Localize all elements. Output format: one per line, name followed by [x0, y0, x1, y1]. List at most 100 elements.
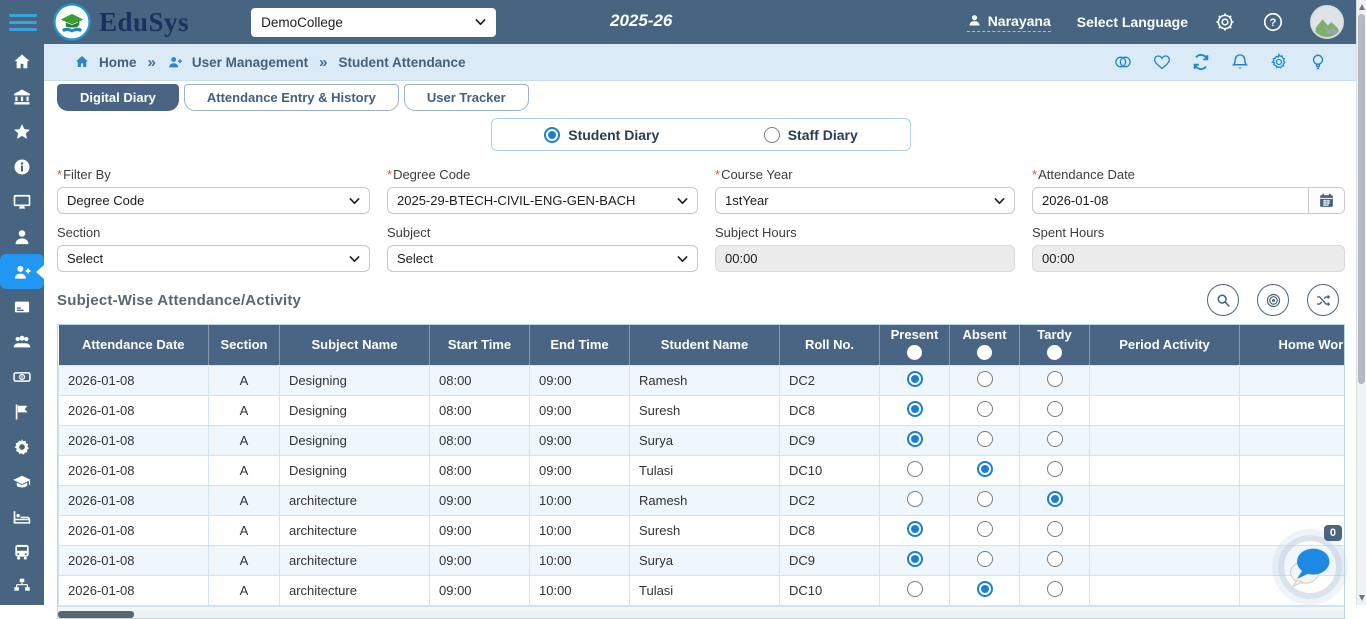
toggle-icon[interactable]	[1113, 52, 1133, 72]
absent-radio[interactable]	[977, 431, 993, 447]
tab-user-tracker[interactable]: User Tracker	[404, 84, 529, 111]
vertical-scrollbar-thumb[interactable]	[1358, 14, 1365, 384]
present-radio[interactable]	[907, 521, 923, 537]
cell-period-activity[interactable]	[1090, 545, 1240, 575]
present-radio[interactable]	[907, 461, 923, 477]
avatar[interactable]	[1310, 5, 1344, 39]
staff-diary-radio[interactable]	[764, 127, 780, 143]
sidebar-item-academics[interactable]	[0, 464, 44, 499]
breadcrumb-home[interactable]: Home	[99, 55, 137, 70]
sidebar-item-monitor[interactable]	[0, 184, 44, 219]
calendar-button[interactable]	[1308, 188, 1344, 213]
sidebar-item-info[interactable]	[0, 149, 44, 184]
cell-home-work[interactable]	[1240, 425, 1346, 455]
tardy-radio[interactable]	[1047, 401, 1063, 417]
tardy-radio[interactable]	[1047, 551, 1063, 567]
cell-period-activity[interactable]	[1090, 455, 1240, 485]
target-button[interactable]	[1257, 284, 1289, 316]
select-language-button[interactable]: Select Language	[1077, 14, 1188, 30]
user-menu[interactable]: Narayana	[967, 13, 1051, 32]
sidebar-item-settings[interactable]	[0, 429, 44, 464]
absent-radio[interactable]	[977, 491, 993, 507]
course-year-select[interactable]: 1stYear	[715, 187, 1015, 214]
tab-digital-diary[interactable]: Digital Diary	[57, 84, 179, 111]
refresh-icon[interactable]	[1191, 52, 1211, 72]
tardy-radio[interactable]	[1047, 581, 1063, 597]
filter-by-select[interactable]: Degree Code	[57, 187, 370, 214]
cell-period-activity[interactable]	[1090, 575, 1240, 605]
present-radio[interactable]	[907, 551, 923, 567]
present-radio[interactable]	[907, 581, 923, 597]
help-icon[interactable]: ?	[1262, 11, 1284, 33]
cell-period-activity[interactable]	[1090, 515, 1240, 545]
absent-radio[interactable]	[977, 551, 993, 567]
cell-home-work[interactable]	[1240, 395, 1346, 425]
degree-code-select[interactable]: 2025-29-BTECH-CIVIL-ENG-GEN-BACH	[387, 187, 698, 214]
cell-period-activity[interactable]	[1090, 425, 1240, 455]
breadcrumb-user-management[interactable]: User Management	[192, 55, 308, 70]
table-row: 2026-01-08 A Designing 08:00 09:00 Rames…	[59, 365, 1346, 395]
absent-radio[interactable]	[977, 371, 993, 387]
sidebar-item-hostel[interactable]	[0, 499, 44, 534]
sidebar-item-institution[interactable]	[0, 79, 44, 114]
absent-radio[interactable]	[977, 581, 993, 597]
college-selector[interactable]: DemoCollege	[251, 8, 496, 37]
search-button[interactable]	[1207, 284, 1239, 316]
tardy-radio[interactable]	[1047, 371, 1063, 387]
subject-hours-input: 00:00	[715, 245, 1015, 272]
chat-icon[interactable]	[1284, 541, 1336, 593]
idea-icon[interactable]	[1308, 52, 1328, 72]
tab-attendance-entry-history[interactable]: Attendance Entry & History	[184, 84, 399, 111]
sidebar-item-groups[interactable]	[0, 324, 44, 359]
cell-home-work[interactable]	[1240, 485, 1346, 515]
staff-diary-option[interactable]: Staff Diary	[764, 127, 858, 143]
tardy-radio[interactable]	[1047, 521, 1063, 537]
tardy-radio[interactable]	[1047, 461, 1063, 477]
favorite-icon[interactable]	[1152, 52, 1172, 72]
scroll-down-arrow[interactable]	[1359, 595, 1365, 601]
sidebar-item-favorites[interactable]	[0, 114, 44, 149]
absent-radio[interactable]	[977, 461, 993, 477]
present-radio[interactable]	[907, 401, 923, 417]
student-diary-radio[interactable]	[544, 127, 560, 143]
cell-period-activity[interactable]	[1090, 485, 1240, 515]
present-radio[interactable]	[907, 431, 923, 447]
sidebar-item-flag[interactable]	[0, 394, 44, 429]
sidebar-item-id-card[interactable]	[0, 289, 44, 324]
cell-home-work[interactable]	[1240, 365, 1346, 395]
tardy-all-radio[interactable]	[1047, 345, 1062, 360]
cell-period-activity[interactable]	[1090, 395, 1240, 425]
sidebar-item-fees[interactable]	[0, 359, 44, 394]
attendance-date-input[interactable]: 2026-01-08	[1032, 187, 1345, 214]
cell-subject: Designing	[280, 395, 430, 425]
student-diary-option[interactable]: Student Diary	[544, 127, 659, 143]
sidebar-item-transport[interactable]	[0, 534, 44, 569]
section-select[interactable]: Select	[57, 245, 370, 272]
present-all-radio[interactable]	[907, 345, 922, 360]
settings-icon[interactable]	[1269, 52, 1289, 72]
chat-widget[interactable]: 0	[1284, 541, 1336, 593]
shuffle-button[interactable]	[1307, 284, 1339, 316]
sidebar-item-home[interactable]	[0, 44, 44, 79]
tardy-radio[interactable]	[1047, 491, 1063, 507]
horizontal-scrollbar[interactable]	[58, 611, 1345, 618]
horizontal-scrollbar-thumb[interactable]	[58, 611, 134, 618]
present-radio[interactable]	[907, 371, 923, 387]
sidebar-item-user-management[interactable]	[0, 254, 44, 289]
cell-home-work[interactable]	[1240, 455, 1346, 485]
vertical-scrollbar[interactable]	[1356, 0, 1366, 605]
menu-icon[interactable]	[9, 14, 37, 31]
scroll-up-arrow[interactable]	[1359, 4, 1365, 10]
absent-radio[interactable]	[977, 401, 993, 417]
sidebar-item-org-chart[interactable]	[0, 569, 44, 604]
cell-end-time: 10:00	[530, 575, 630, 605]
notifications-icon[interactable]	[1230, 52, 1250, 72]
sidebar-item-user[interactable]	[0, 219, 44, 254]
cell-period-activity[interactable]	[1090, 365, 1240, 395]
tardy-radio[interactable]	[1047, 431, 1063, 447]
absent-radio[interactable]	[977, 521, 993, 537]
settings-icon[interactable]	[1214, 11, 1236, 33]
subject-select[interactable]: Select	[387, 245, 698, 272]
present-radio[interactable]	[907, 491, 923, 507]
absent-all-radio[interactable]	[977, 345, 992, 360]
